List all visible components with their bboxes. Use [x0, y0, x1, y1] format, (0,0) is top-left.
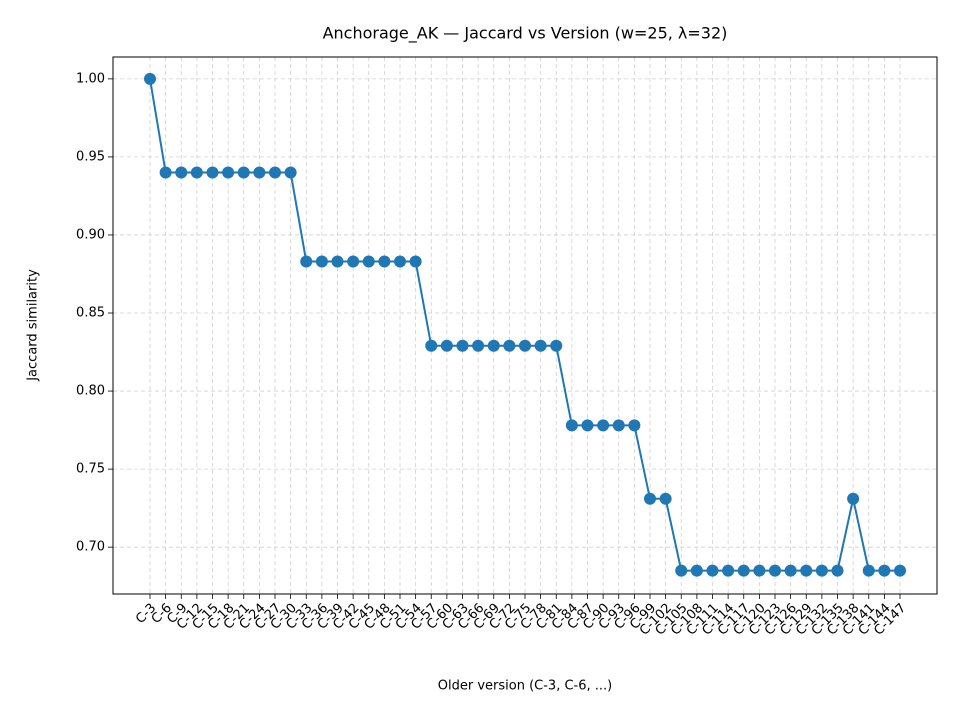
y-tick-label: 0.75: [76, 462, 105, 477]
marker: [565, 419, 578, 432]
marker: [800, 564, 813, 577]
marker: [175, 166, 188, 179]
marker: [675, 564, 688, 577]
y-axis-label: Jaccard similarity: [26, 269, 41, 382]
y-tick-label: 0.80: [76, 384, 105, 399]
x-axis-label: Older version (C-3, C-6, ...): [438, 679, 612, 694]
marker: [237, 166, 250, 179]
marker: [362, 255, 375, 268]
marker: [144, 72, 156, 85]
marker: [284, 166, 297, 179]
marker: [862, 564, 875, 577]
marker: [597, 419, 610, 432]
marker: [472, 339, 485, 352]
marker: [456, 339, 469, 352]
marker: [503, 339, 516, 352]
marker: [222, 166, 235, 179]
marker: [347, 255, 360, 268]
y-tick-label: 0.90: [76, 227, 105, 242]
marker: [753, 564, 766, 577]
marker: [628, 419, 641, 432]
marker: [769, 564, 781, 577]
marker: [784, 564, 797, 577]
marker: [659, 492, 672, 505]
marker: [159, 166, 172, 179]
marker: [690, 564, 703, 577]
chart-title: Anchorage_AK — Jaccard vs Version (w=25,…: [323, 24, 728, 44]
plot-frame: [112, 56, 938, 595]
marker: [722, 564, 735, 577]
y-tick-label: 0.85: [76, 306, 105, 321]
marker: [550, 339, 563, 352]
marker: [847, 492, 860, 505]
marker: [378, 255, 391, 268]
grid: [113, 57, 937, 594]
marker: [269, 166, 281, 179]
marker: [737, 564, 750, 577]
marker: [315, 255, 328, 268]
y-tick-label: 0.70: [76, 540, 105, 555]
marker: [394, 255, 406, 268]
marker: [581, 419, 594, 432]
marker: [487, 339, 500, 352]
marker: [831, 564, 844, 577]
marker: [300, 255, 313, 268]
marker: [815, 564, 828, 577]
marker: [253, 166, 266, 179]
marker: [519, 339, 531, 352]
marker: [894, 564, 906, 577]
y-tick-label: 0.95: [76, 149, 105, 164]
marker: [612, 419, 625, 432]
marker: [440, 339, 453, 352]
marker: [331, 255, 344, 268]
marker: [706, 564, 719, 577]
marker: [409, 255, 422, 268]
y-tick-label: 1.00: [76, 71, 105, 86]
marker: [878, 564, 891, 577]
marker: [190, 166, 203, 179]
marker: [534, 339, 547, 352]
marker: [644, 492, 656, 505]
marker: [425, 339, 438, 352]
marker: [206, 166, 219, 179]
